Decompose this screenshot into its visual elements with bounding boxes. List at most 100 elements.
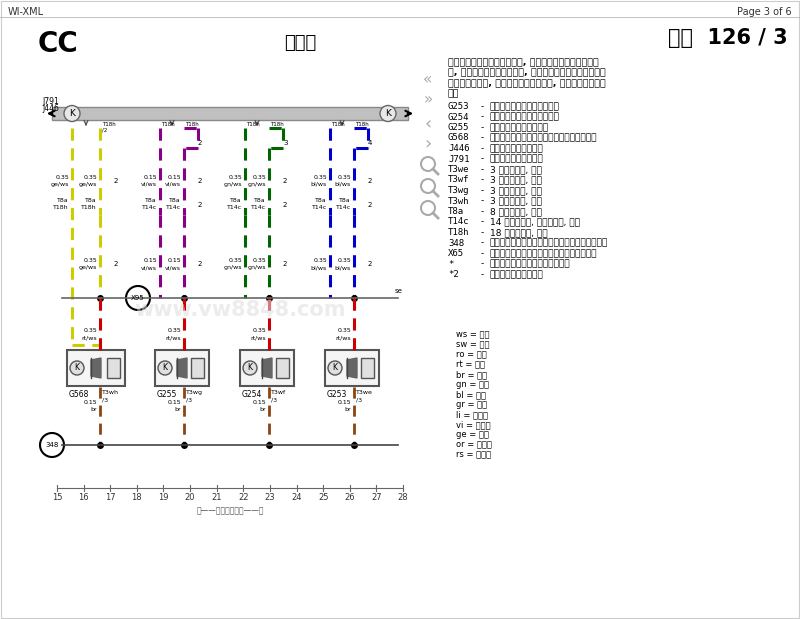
Text: T14c: T14c [312, 205, 327, 210]
Text: 0.35: 0.35 [83, 258, 97, 263]
Text: T18h: T18h [270, 122, 284, 127]
Text: br = 褐色: br = 褐色 [456, 370, 487, 379]
Text: 3: 3 [283, 140, 287, 146]
Text: 0.15: 0.15 [143, 175, 157, 180]
Text: 0.15: 0.15 [338, 400, 351, 405]
Bar [52, 107, 408, 120]
Text: 2: 2 [368, 178, 372, 184]
Text: T8a: T8a [170, 198, 181, 203]
Text: 0.15: 0.15 [167, 175, 181, 180]
Text: 3 芯插头连接, 棕色: 3 芯插头连接, 棕色 [490, 196, 542, 206]
Circle shape [328, 361, 342, 375]
Text: -: - [481, 155, 484, 163]
Text: 0.15: 0.15 [167, 400, 181, 405]
Text: -: - [481, 259, 484, 269]
Text: rt/ws: rt/ws [250, 335, 266, 340]
Text: 2: 2 [114, 261, 118, 267]
Circle shape [243, 361, 257, 375]
Circle shape [380, 105, 396, 121]
Text: 驻车转向辅助系统的左前侧传感器，汽车左侧: 驻车转向辅助系统的左前侧传感器，汽车左侧 [490, 134, 598, 142]
Text: 右前中部驻车距离报警传感器: 右前中部驻车距离报警传感器 [490, 102, 560, 111]
Text: /3: /3 [271, 397, 277, 402]
Text: T18h: T18h [185, 122, 198, 127]
Text: 0.35: 0.35 [167, 328, 181, 333]
Text: WI-XML: WI-XML [8, 7, 44, 17]
Text: G253: G253 [327, 390, 347, 399]
Text: G253: G253 [448, 102, 470, 111]
Text: 3 芯插头连接, 黑色: 3 芯插头连接, 黑色 [490, 176, 542, 184]
Text: T18h: T18h [161, 122, 174, 127]
Text: ge/ws: ge/ws [50, 182, 69, 187]
Text: 18: 18 [131, 493, 142, 502]
Text: 2: 2 [198, 178, 202, 184]
Text: T8a: T8a [315, 198, 327, 203]
Text: K: K [333, 363, 338, 373]
Text: 编号  126 / 3: 编号 126 / 3 [668, 28, 788, 48]
Text: J791: J791 [448, 155, 470, 163]
Text: 0.35: 0.35 [228, 175, 242, 180]
Text: br: br [259, 407, 266, 412]
Text: 0.35: 0.35 [314, 175, 327, 180]
Text: J446: J446 [448, 144, 470, 153]
Polygon shape [347, 358, 357, 378]
Text: gn/ws: gn/ws [247, 265, 266, 270]
Circle shape [40, 433, 64, 457]
Text: /3: /3 [356, 397, 362, 402]
Text: 2: 2 [283, 178, 287, 184]
Text: vi/ws: vi/ws [141, 265, 157, 270]
Text: gn/ws: gn/ws [223, 182, 242, 187]
Text: gn/ws: gn/ws [247, 182, 266, 187]
Text: -: - [481, 123, 484, 132]
Text: 17: 17 [105, 493, 115, 502]
Text: K: K [385, 109, 391, 118]
Text: T8a: T8a [86, 198, 97, 203]
Text: -: - [481, 113, 484, 121]
Text: 0.15: 0.15 [143, 258, 157, 263]
Text: T14c: T14c [226, 205, 242, 210]
Text: 3 芯插头连接, 黑色: 3 芯插头连接, 黑色 [490, 165, 542, 174]
Text: rs = 粉红色: rs = 粉红色 [456, 450, 491, 459]
Text: 348: 348 [448, 238, 464, 248]
Text: 2: 2 [114, 178, 118, 184]
Text: T18h: T18h [355, 122, 369, 127]
Text: X65: X65 [448, 249, 464, 258]
Text: 0.15: 0.15 [83, 400, 97, 405]
Text: K: K [162, 363, 167, 373]
Text: 0.15: 0.15 [252, 400, 266, 405]
Text: /3: /3 [102, 397, 108, 402]
Text: vi/ws: vi/ws [165, 182, 181, 187]
Text: bl/ws: bl/ws [334, 182, 351, 187]
Text: 0.35: 0.35 [83, 328, 97, 333]
Text: T18h: T18h [448, 228, 470, 237]
Text: se: se [395, 288, 403, 294]
Text: gr = 灰色: gr = 灰色 [456, 400, 487, 409]
Text: -: - [481, 186, 484, 195]
Text: rt/ws: rt/ws [82, 335, 97, 340]
Text: 0.35: 0.35 [55, 175, 69, 180]
Text: bl/ws: bl/ws [310, 182, 327, 187]
Text: 0.35: 0.35 [228, 258, 242, 263]
Text: 21: 21 [211, 493, 222, 502]
Text: G254: G254 [448, 113, 470, 121]
Text: 仅用于带驻车转向辅助系统的汽车: 仅用于带驻车转向辅助系统的汽车 [490, 259, 570, 269]
Text: X95: X95 [131, 295, 145, 301]
Text: 左前驻车距离报警传感器: 左前驻车距离报警传感器 [490, 123, 549, 132]
Text: -: - [481, 249, 484, 258]
Text: 26: 26 [345, 493, 355, 502]
Text: 24: 24 [291, 493, 302, 502]
Text: J791: J791 [42, 97, 58, 106]
Text: 0.35: 0.35 [338, 328, 351, 333]
Text: 18 芯插头连接, 黑色: 18 芯插头连接, 黑色 [490, 228, 548, 237]
Text: 2: 2 [283, 202, 287, 208]
Text: 左前中部驻车距离报警传感器: 左前中部驻车距离报警传感器 [490, 113, 560, 121]
Text: 2: 2 [198, 140, 202, 146]
Text: gn = 绳色: gn = 绳色 [456, 380, 489, 389]
Text: 0.35: 0.35 [252, 258, 266, 263]
Text: 0.35: 0.35 [314, 258, 327, 263]
Text: -: - [481, 134, 484, 142]
Text: 22: 22 [238, 493, 249, 502]
Text: J446: J446 [42, 104, 59, 113]
Bar [67, 350, 125, 386]
Text: T14c: T14c [250, 205, 266, 210]
Text: 0.15: 0.15 [167, 258, 181, 263]
